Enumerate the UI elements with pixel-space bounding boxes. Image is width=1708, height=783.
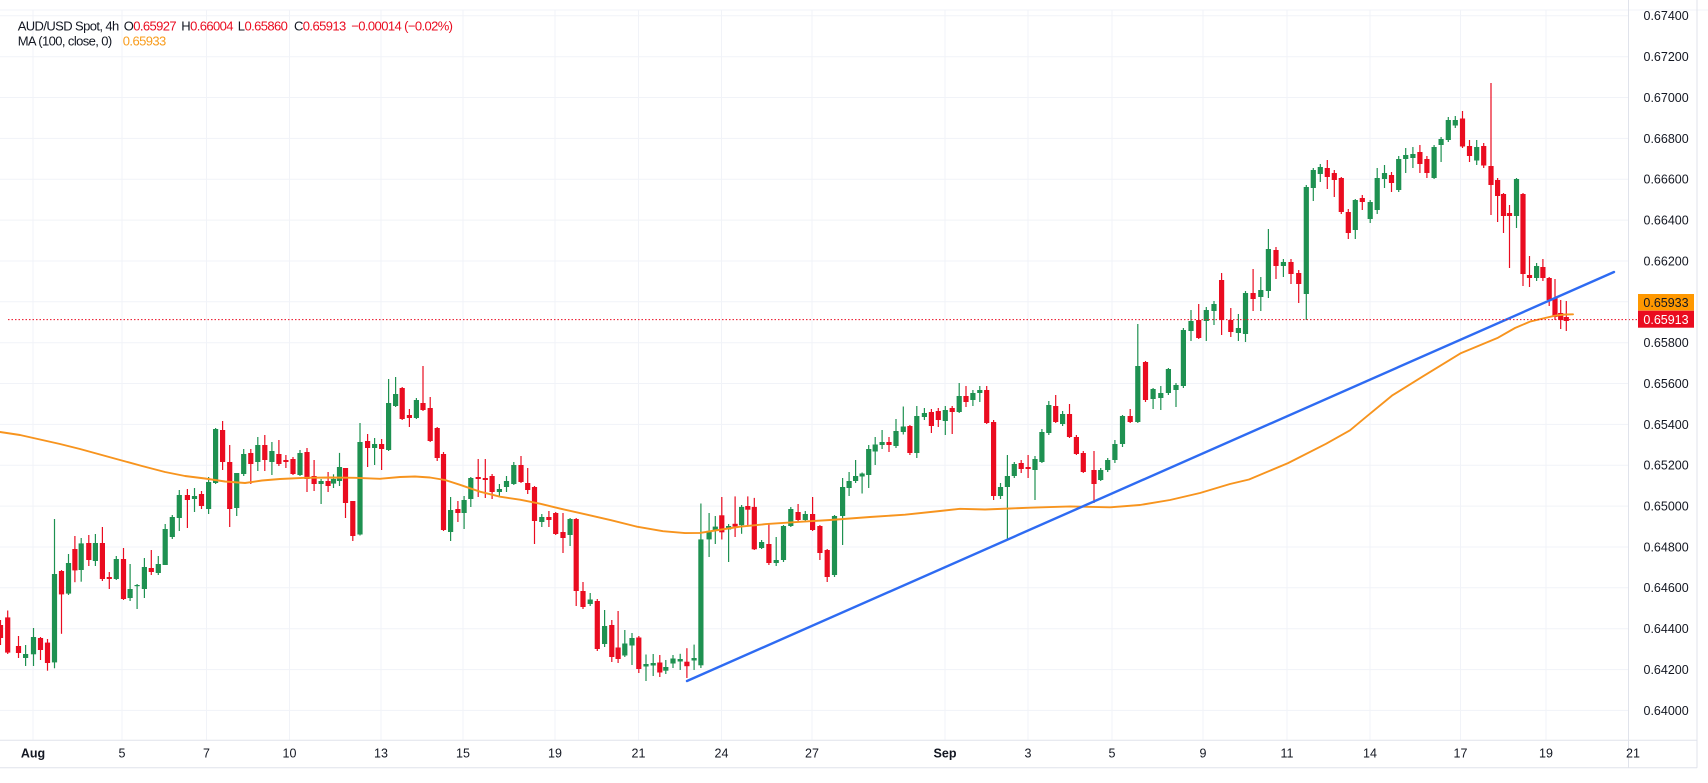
svg-text:Sep: Sep [934, 747, 957, 761]
svg-text:0.65933: 0.65933 [1643, 296, 1688, 310]
svg-text:0.66600: 0.66600 [1644, 173, 1689, 187]
svg-text:0.64600: 0.64600 [1644, 581, 1689, 595]
svg-text:L0.65860: L0.65860 [238, 18, 288, 33]
svg-text:24: 24 [715, 747, 729, 761]
svg-text:H0.66004: H0.66004 [181, 18, 233, 33]
svg-text:0.65600: 0.65600 [1644, 377, 1689, 391]
svg-text:O0.65927: O0.65927 [124, 18, 177, 33]
svg-text:11: 11 [1281, 747, 1294, 761]
svg-text:0.65933: 0.65933 [123, 33, 166, 48]
svg-text:0.64400: 0.64400 [1644, 622, 1689, 636]
svg-text:C0.65913: C0.65913 [294, 18, 346, 33]
svg-text:15: 15 [456, 747, 470, 761]
svg-text:9: 9 [1200, 747, 1207, 761]
svg-text:0.65400: 0.65400 [1644, 418, 1689, 432]
svg-text:0.64000: 0.64000 [1644, 704, 1689, 718]
svg-text:19: 19 [1539, 747, 1553, 761]
svg-text:MA (100, close, 0): MA (100, close, 0) [18, 33, 112, 48]
svg-text:0.66200: 0.66200 [1644, 254, 1689, 268]
svg-text:0.64800: 0.64800 [1644, 540, 1689, 554]
svg-text:0.67400: 0.67400 [1644, 9, 1689, 23]
svg-text:0.64200: 0.64200 [1644, 663, 1689, 677]
svg-text:21: 21 [1626, 747, 1640, 761]
svg-text:27: 27 [805, 747, 819, 761]
svg-text:5: 5 [1109, 747, 1116, 761]
svg-text:7: 7 [203, 747, 210, 761]
svg-text:0.66400: 0.66400 [1644, 214, 1689, 228]
svg-text:10: 10 [283, 747, 297, 761]
svg-text:0.65000: 0.65000 [1644, 500, 1689, 514]
svg-text:19: 19 [548, 747, 562, 761]
svg-text:5: 5 [119, 747, 126, 761]
svg-text:21: 21 [632, 747, 646, 761]
svg-text:0.67000: 0.67000 [1644, 91, 1689, 105]
svg-text:0.65200: 0.65200 [1644, 459, 1689, 473]
svg-text:0.65913: 0.65913 [1643, 313, 1688, 327]
svg-text:3: 3 [1025, 747, 1032, 761]
svg-text:17: 17 [1454, 747, 1468, 761]
svg-text:14: 14 [1363, 747, 1377, 761]
svg-text:AUD/USD Spot, 4h: AUD/USD Spot, 4h [18, 18, 119, 33]
svg-text:13: 13 [374, 747, 388, 761]
svg-text:−0.00014 (−0.02%): −0.00014 (−0.02%) [351, 18, 452, 33]
svg-text:0.65800: 0.65800 [1644, 336, 1689, 350]
svg-text:0.67200: 0.67200 [1644, 50, 1689, 64]
svg-text:0.66800: 0.66800 [1644, 132, 1689, 146]
svg-text:Aug: Aug [21, 747, 45, 761]
